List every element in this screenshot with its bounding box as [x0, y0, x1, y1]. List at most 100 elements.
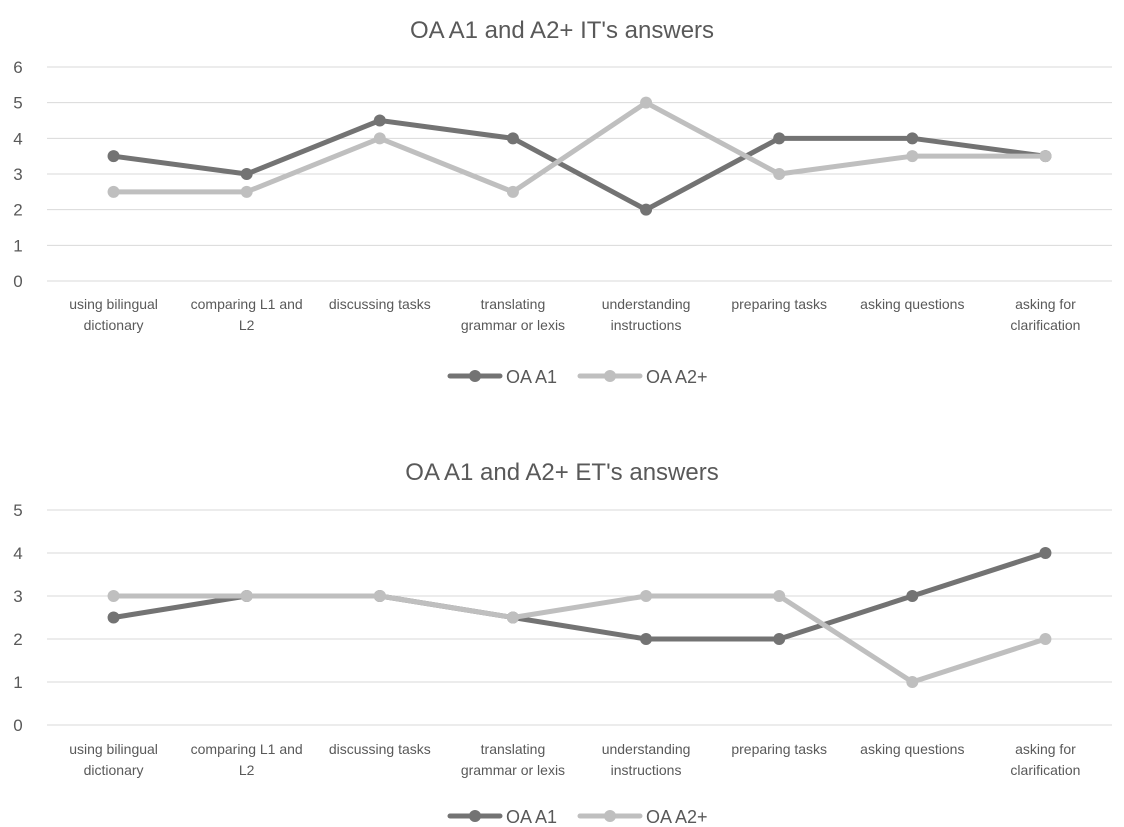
- x-tick-label: asking questions: [860, 296, 964, 312]
- x-tick-label: preparing tasks: [731, 741, 827, 757]
- data-point: [906, 132, 919, 145]
- data-point: [107, 185, 120, 198]
- x-tick-label-line: L2: [239, 762, 255, 778]
- data-point: [373, 132, 386, 145]
- x-tick-label: translating grammar or lexis: [461, 741, 565, 778]
- x-tick-label-line: understanding: [602, 741, 691, 757]
- x-tick-label-line: discussing tasks: [329, 741, 431, 757]
- data-point: [506, 132, 519, 145]
- chart-title: OA A1 and A2+ IT's answers: [410, 17, 714, 44]
- x-tick-label: comparing L1 and L2: [191, 296, 303, 333]
- y-tick-label: 5: [13, 94, 22, 113]
- x-tick-label-line: comparing L1 and: [191, 296, 303, 312]
- y-tick-label: 5: [13, 501, 22, 520]
- legend-marker: [469, 370, 481, 382]
- data-point: [773, 633, 786, 645]
- x-tick-label: discussing tasks: [329, 741, 431, 757]
- x-tick-label-line: translating: [481, 741, 546, 757]
- x-tick-label: translating grammar or lexis: [461, 296, 565, 333]
- chart-et-answers: OA A1 and A2+ ET's answers 0 1 2 3 4 5 using bi…: [0, 446, 1124, 827]
- legend-marker: [604, 810, 616, 822]
- x-tick-label: using bilingual dictionary: [69, 296, 158, 333]
- x-tick-label: asking for clarification: [1010, 741, 1080, 778]
- x-tick-label: understanding instructions: [602, 741, 691, 778]
- x-tick-label: asking questions: [860, 741, 964, 757]
- x-tick-label-line: dictionary: [84, 317, 144, 333]
- data-point: [906, 676, 919, 688]
- legend-item: OA A1: [447, 807, 557, 827]
- y-tick-label: 0: [13, 272, 22, 291]
- y-tick-label: 3: [13, 587, 22, 606]
- data-point: [240, 168, 253, 180]
- x-tick-label-line: asking for: [1015, 741, 1076, 757]
- x-tick-label: understanding instructions: [602, 296, 691, 333]
- x-tick-label-line: clarification: [1010, 317, 1080, 333]
- x-tick-label: using bilingual dictionary: [69, 741, 158, 778]
- x-tick-label: discussing tasks: [329, 296, 431, 312]
- data-point: [1039, 150, 1052, 163]
- data-point: [1039, 547, 1052, 559]
- data-point: [240, 590, 253, 602]
- x-tick-label-line: discussing tasks: [329, 296, 431, 312]
- legend-item: OA A1: [447, 367, 557, 387]
- series-line-2: [111, 100, 1048, 195]
- data-point: [640, 203, 653, 216]
- chart-it-answers: OA A1 and A2+ IT's answers 0 1 2 3 4 5 6 using b…: [0, 0, 1124, 412]
- data-point: [640, 590, 653, 602]
- x-tick-label-line: asking questions: [860, 741, 964, 757]
- x-tick-label-line: grammar or lexis: [461, 762, 565, 778]
- legend-marker: [469, 810, 481, 822]
- series-line-1: [111, 118, 1048, 213]
- data-point: [107, 150, 120, 163]
- y-tick-label: 2: [13, 630, 22, 649]
- data-point: [373, 114, 386, 127]
- chart-et-svg: OA A1 and A2+ ET's answers 0 1 2 3 4 5 using bi…: [13, 459, 1112, 827]
- data-point: [773, 590, 786, 602]
- data-point: [107, 611, 120, 624]
- x-tick-label-line: using bilingual: [69, 741, 158, 757]
- y-tick-label: 2: [13, 201, 22, 220]
- y-tick-label: 3: [13, 165, 22, 184]
- legend-marker: [604, 370, 616, 382]
- x-tick-label-line: comparing L1 and: [191, 741, 303, 757]
- x-tick-label-line: L2: [239, 317, 255, 333]
- data-point: [906, 590, 919, 602]
- data-point: [506, 611, 519, 624]
- x-tick-label-line: asking questions: [860, 296, 964, 312]
- x-tick-label-line: instructions: [611, 317, 682, 333]
- data-point: [773, 132, 786, 145]
- chart-it-svg: OA A1 and A2+ IT's answers 0 1 2 3 4 5 6 using b…: [13, 17, 1112, 387]
- x-tick-label-line: preparing tasks: [731, 296, 827, 312]
- series-line-2: [111, 593, 1048, 685]
- chart-title: OA A1 and A2+ ET's answers: [405, 459, 718, 486]
- x-tick-label-line: preparing tasks: [731, 741, 827, 757]
- x-tick-label-line: using bilingual: [69, 296, 158, 312]
- x-tick-label-line: clarification: [1010, 762, 1080, 778]
- data-point: [773, 168, 786, 180]
- x-tick-label: comparing L1 and L2: [191, 741, 303, 778]
- data-point: [906, 150, 919, 163]
- legend-item: OA A2+: [577, 367, 708, 387]
- x-tick-label: asking for clarification: [1010, 296, 1080, 333]
- y-tick-label: 1: [13, 673, 22, 692]
- data-point: [107, 590, 120, 602]
- x-tick-label-line: translating: [481, 296, 546, 312]
- x-tick-label: preparing tasks: [731, 296, 827, 312]
- y-tick-label: 6: [13, 58, 22, 77]
- y-tick-label: 4: [13, 544, 22, 563]
- legend-label: OA A1: [506, 807, 557, 827]
- data-point: [373, 590, 386, 602]
- legend-label: OA A2+: [646, 807, 708, 827]
- y-tick-label: 4: [13, 129, 22, 148]
- data-point: [640, 96, 653, 109]
- x-tick-label-line: instructions: [611, 762, 682, 778]
- y-tick-label: 0: [13, 716, 22, 735]
- x-tick-label-line: asking for: [1015, 296, 1076, 312]
- y-tick-label: 1: [13, 236, 22, 255]
- legend-item: OA A2+: [577, 807, 708, 827]
- legend-label: OA A1: [506, 367, 557, 387]
- data-point: [240, 185, 253, 198]
- data-point: [506, 185, 519, 198]
- data-point: [640, 633, 653, 645]
- data-point: [1039, 633, 1052, 645]
